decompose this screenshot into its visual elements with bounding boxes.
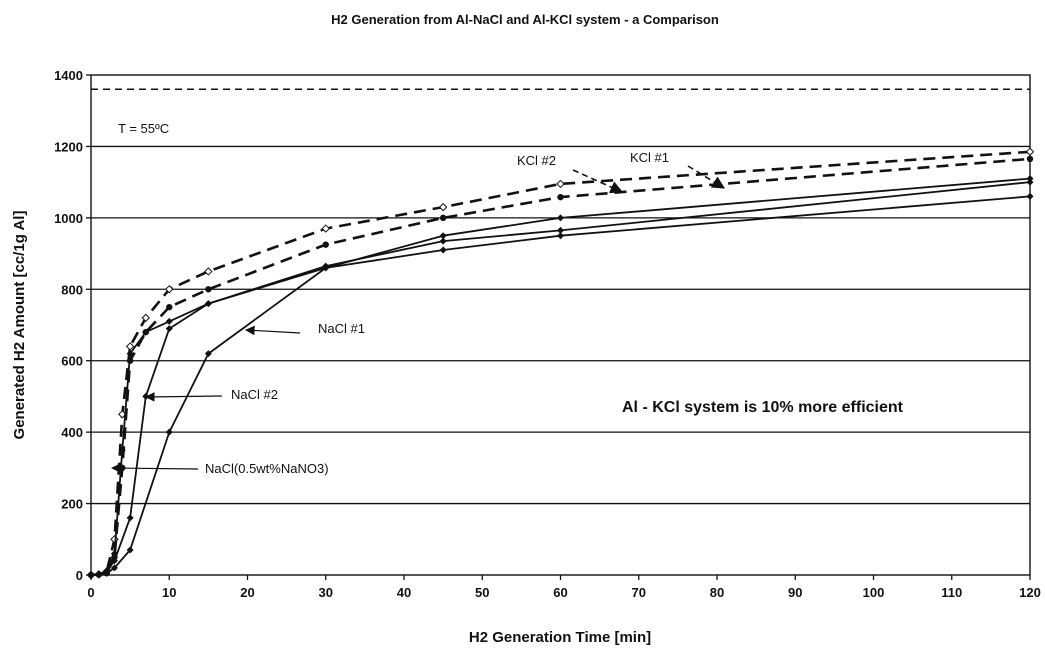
arrow-kcl2 bbox=[572, 169, 624, 194]
data-point bbox=[165, 285, 174, 294]
data-point bbox=[322, 241, 329, 248]
arrow-nacl2 bbox=[145, 392, 223, 402]
data-point bbox=[1025, 147, 1035, 156]
x-tick-label: 20 bbox=[240, 585, 254, 600]
data-point bbox=[126, 350, 134, 358]
x-tick-label: 70 bbox=[632, 585, 646, 600]
x-tick-label: 10 bbox=[162, 585, 176, 600]
series-kcl-1 bbox=[86, 147, 1035, 580]
data-point bbox=[1026, 155, 1034, 163]
data-point bbox=[1026, 178, 1034, 186]
arrow-nacl1 bbox=[245, 325, 301, 336]
label-kcl2: KCl #2 bbox=[517, 153, 556, 168]
data-point bbox=[205, 286, 212, 293]
data-point bbox=[439, 232, 447, 240]
data-point bbox=[322, 264, 330, 272]
x-tick-label: 80 bbox=[710, 585, 724, 600]
y-tick-label: 400 bbox=[61, 425, 83, 440]
x-tick-label: 0 bbox=[87, 585, 94, 600]
x-tick-label: 30 bbox=[319, 585, 333, 600]
data-point bbox=[166, 303, 173, 311]
data-point bbox=[439, 237, 447, 245]
label-nacl-nano3: NaCl(0.5wt%NaNO3) bbox=[205, 461, 329, 476]
y-tick-label: 1000 bbox=[54, 211, 83, 226]
data-point bbox=[165, 428, 173, 436]
label-nacl1: NaCl #1 bbox=[318, 321, 365, 336]
x-tick-label: 60 bbox=[553, 585, 567, 600]
y-tick-label: 800 bbox=[61, 282, 83, 297]
data-point bbox=[95, 571, 103, 579]
y-axis-label: Generated H2 Amount [cc/1g Al] bbox=[11, 211, 28, 440]
data-point bbox=[321, 224, 330, 233]
data-point bbox=[439, 214, 447, 222]
tick-layer: 0 200 400 600 800 1000 1200 1400 0 10 20 30 40 50 60 70… bbox=[54, 68, 1041, 600]
data-point bbox=[126, 514, 134, 522]
x-tick-label: 90 bbox=[788, 585, 802, 600]
data-point bbox=[1026, 175, 1034, 183]
data-point bbox=[142, 328, 150, 336]
series-nacl-0-5wt-nano3- bbox=[87, 192, 1034, 579]
label-kcl1: KCl #1 bbox=[630, 150, 669, 165]
label-nacl2: NaCl #2 bbox=[231, 387, 278, 402]
annotation-layer: T = 55ºC KCl #1 KCl #2 NaCl #1 NaCl #2 NaCl(0… bbox=[111, 121, 904, 476]
data-point bbox=[125, 342, 135, 351]
y-tick-label: 1400 bbox=[54, 68, 83, 83]
y-tick-label: 600 bbox=[61, 354, 83, 369]
arrow-kcl1 bbox=[687, 165, 726, 189]
series-layer bbox=[86, 147, 1035, 580]
y-tick-label: 200 bbox=[61, 497, 83, 512]
data-point bbox=[204, 267, 213, 276]
plot-frame bbox=[90, 74, 1031, 576]
chart-title: H2 Generation from Al-NaCl and Al-KCl sy… bbox=[331, 12, 719, 27]
data-point bbox=[103, 567, 111, 575]
data-point bbox=[557, 214, 564, 222]
data-point bbox=[110, 564, 118, 572]
x-axis-label: H2 Generation Time [min] bbox=[469, 629, 651, 646]
data-point bbox=[557, 193, 564, 201]
data-point bbox=[165, 317, 173, 325]
data-point bbox=[438, 202, 448, 212]
data-point bbox=[118, 446, 126, 454]
data-point bbox=[110, 550, 118, 558]
data-point bbox=[557, 226, 564, 234]
efficiency-note: Al - KCl system is 10% more efficient bbox=[622, 399, 904, 416]
x-tick-label: 40 bbox=[397, 585, 411, 600]
arrow-nacl-nano3 bbox=[111, 463, 199, 473]
data-point bbox=[87, 571, 95, 579]
data-point bbox=[556, 179, 565, 189]
data-point bbox=[141, 313, 150, 323]
series-line bbox=[91, 181, 1031, 576]
y-tick-label: 0 bbox=[76, 568, 83, 583]
data-point bbox=[165, 325, 173, 333]
series-line bbox=[91, 195, 1031, 576]
x-tick-label: 110 bbox=[941, 585, 962, 600]
data-point bbox=[204, 300, 212, 308]
data-point bbox=[439, 246, 447, 254]
temperature-label: T = 55ºC bbox=[118, 121, 169, 136]
data-point bbox=[126, 546, 134, 554]
x-tick-label: 50 bbox=[475, 585, 489, 600]
data-point bbox=[1026, 192, 1034, 200]
data-point bbox=[204, 350, 212, 358]
x-tick-label: 100 bbox=[863, 585, 885, 600]
data-point bbox=[557, 232, 564, 240]
y-tick-label: 1200 bbox=[54, 139, 83, 154]
x-tick-label: 120 bbox=[1019, 585, 1041, 600]
